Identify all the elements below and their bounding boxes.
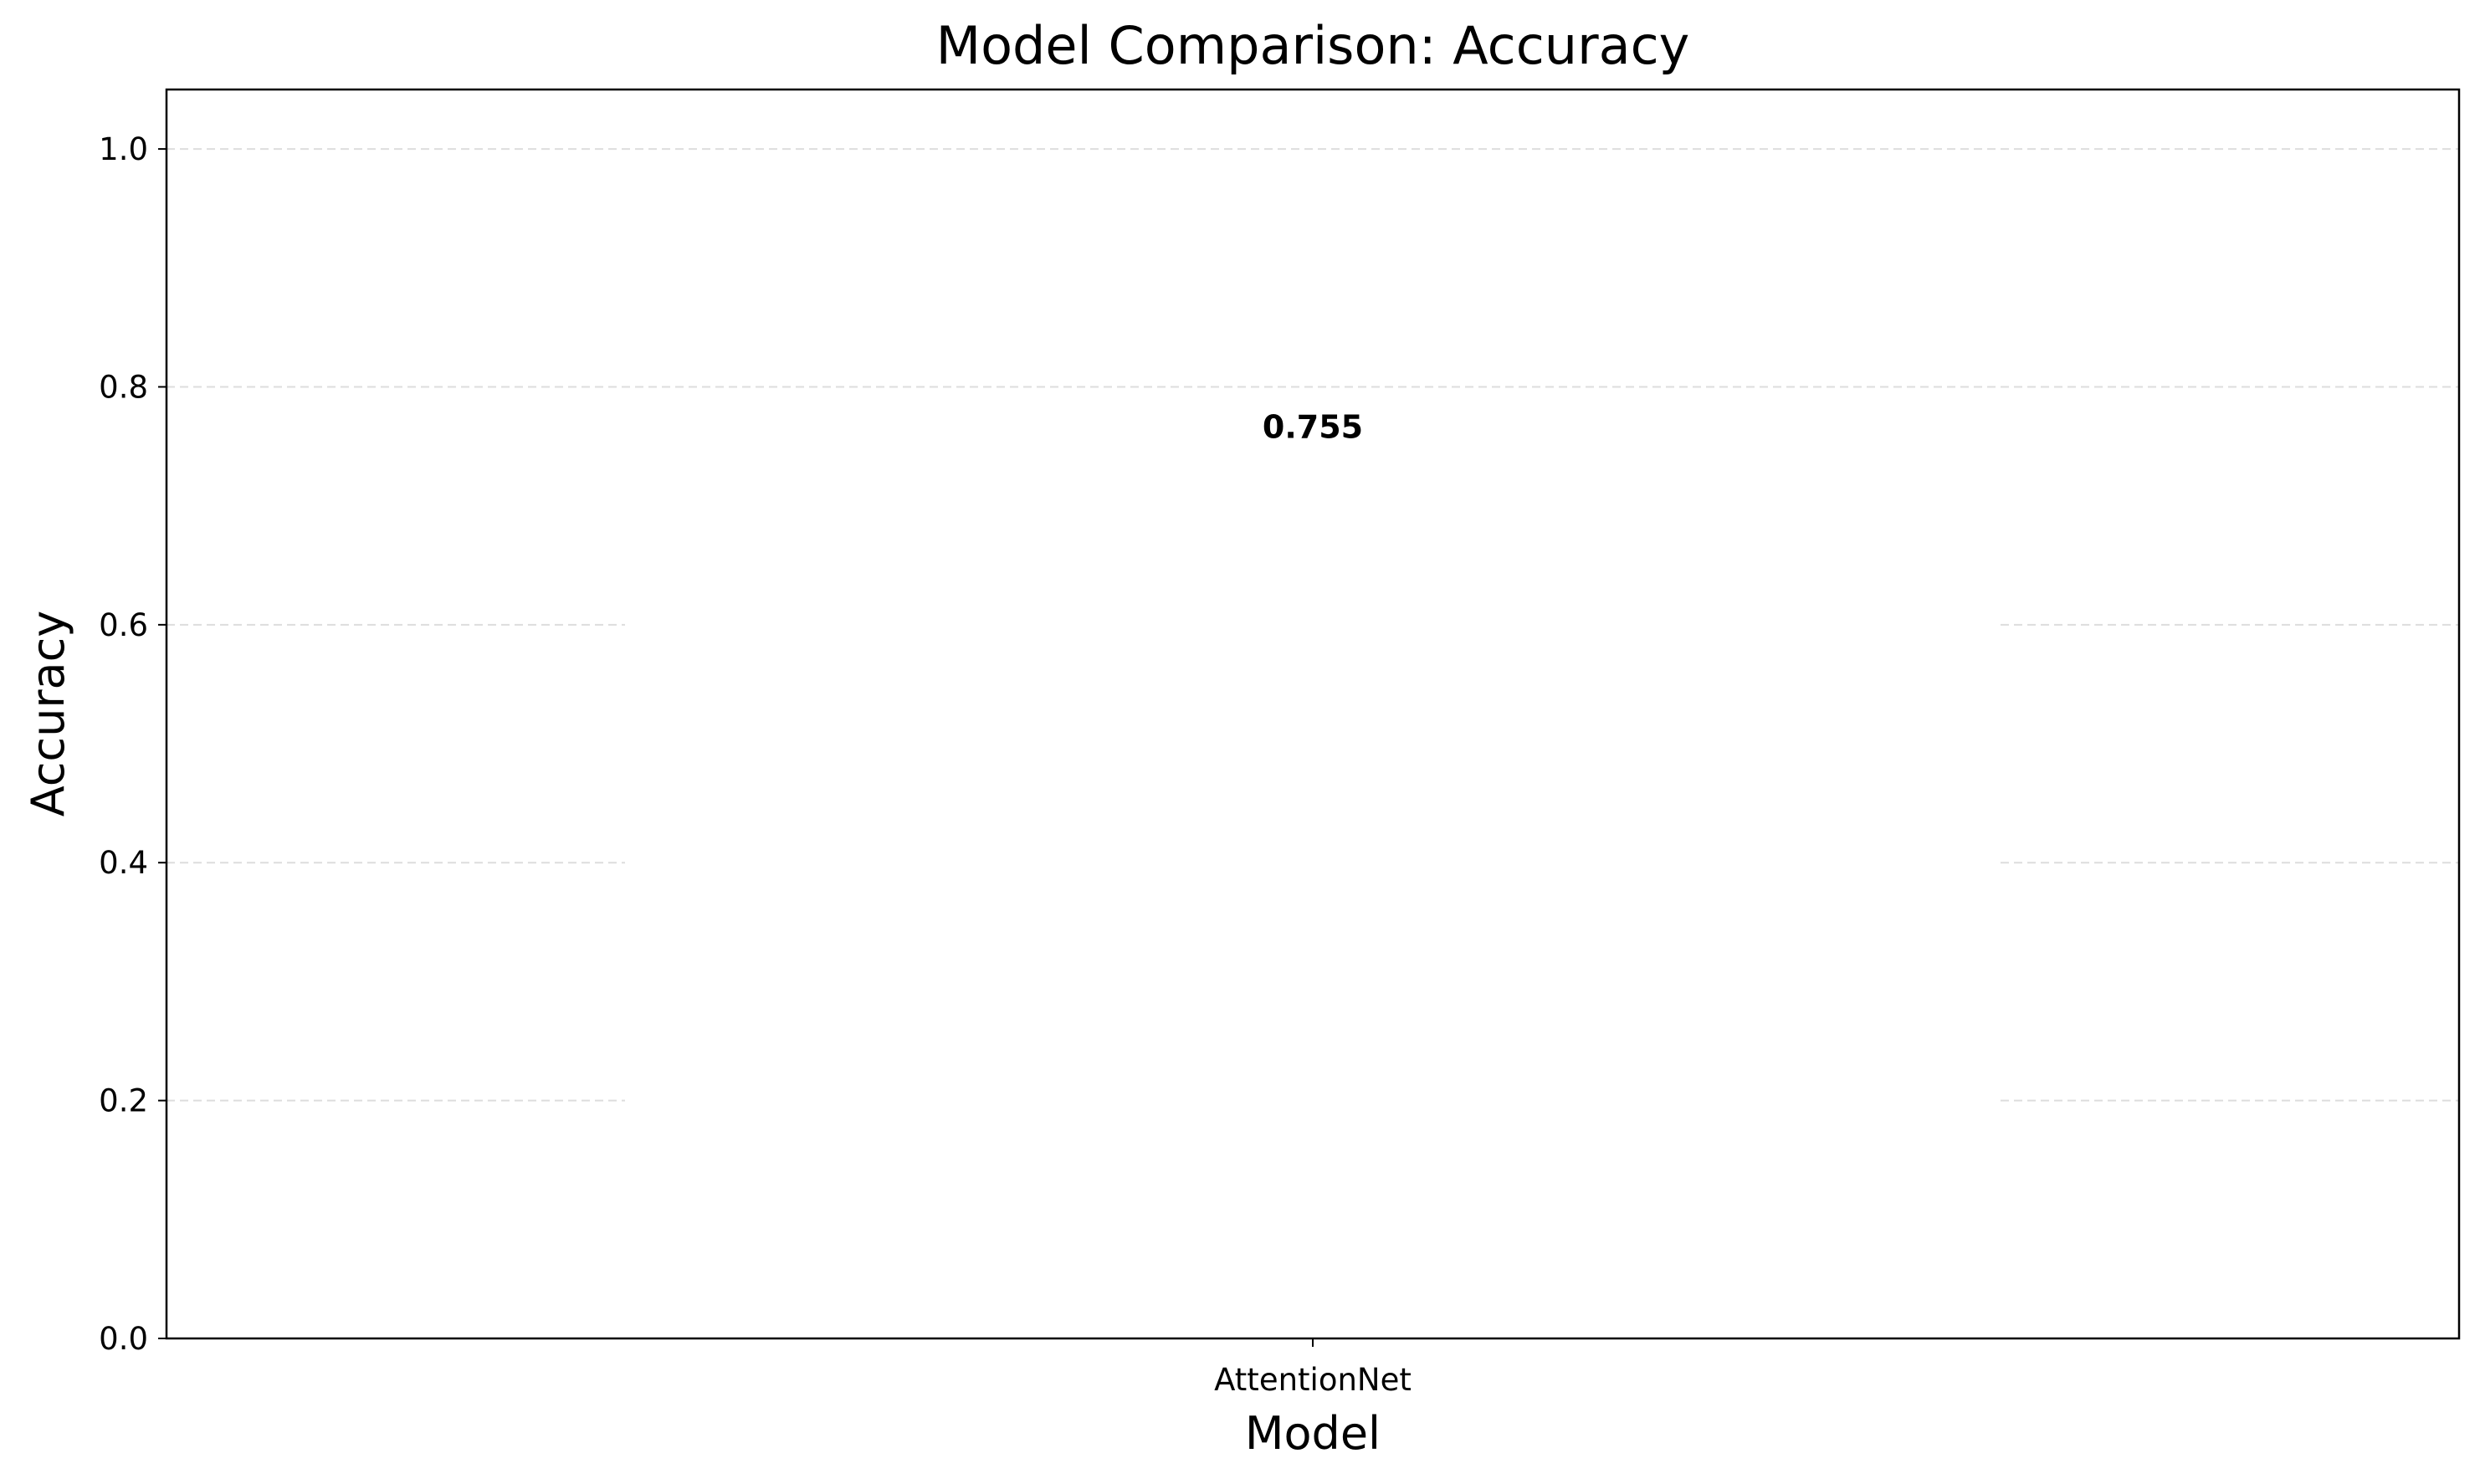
data-labels: 0.755 <box>1263 408 1363 445</box>
x-axis-label: Model <box>1245 1407 1381 1460</box>
bars <box>625 440 2001 1338</box>
data-label: 0.755 <box>1263 408 1363 445</box>
y-axis-label: Accuracy <box>22 611 74 817</box>
y-tick-label: 0.8 <box>99 369 148 405</box>
y-tick-label: 0.6 <box>99 607 148 643</box>
x-axis: AttentionNet <box>1214 1338 1412 1398</box>
y-tick-label: 0.2 <box>99 1083 148 1119</box>
chart-title: Model Comparison: Accuracy <box>936 15 1690 76</box>
y-axis: 0.0 0.2 0.4 0.6 0.8 1.0 <box>99 131 167 1357</box>
y-tick-label: 0.4 <box>99 845 148 881</box>
x-tick-label: AttentionNet <box>1214 1362 1412 1398</box>
y-tick-label: 0.0 <box>99 1321 148 1357</box>
bar <box>625 440 2001 1338</box>
y-tick-label: 1.0 <box>99 131 148 167</box>
